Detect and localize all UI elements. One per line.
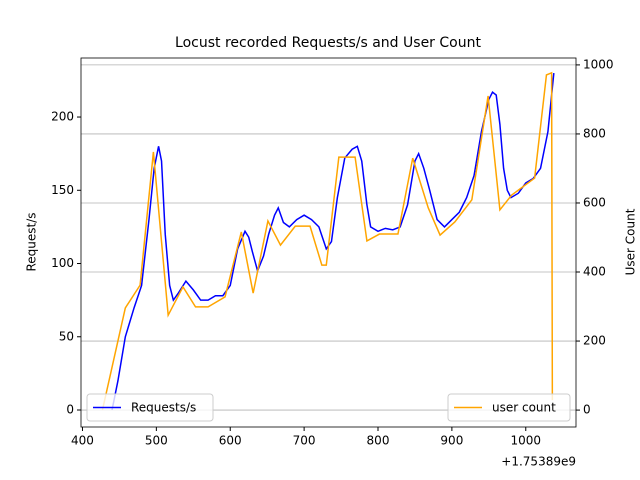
x-tick-label: 600 xyxy=(219,434,242,448)
x-tick-label: 900 xyxy=(440,434,463,448)
series-line xyxy=(101,71,554,411)
legend-label: Requests/s xyxy=(131,401,196,415)
legend-box xyxy=(86,393,214,422)
legend-label: user count xyxy=(492,401,556,415)
plot-frame xyxy=(80,57,577,428)
legend-box xyxy=(447,393,571,422)
y-axis-label: Request/s xyxy=(25,212,39,271)
y2-tick-label: 0 xyxy=(583,403,591,417)
y2-tick-label: 800 xyxy=(583,126,606,140)
y2-tick-label: 400 xyxy=(583,265,606,279)
y-tick-label: 100 xyxy=(51,256,74,270)
chart-title: Locust recorded Requests/s and User Coun… xyxy=(175,35,481,51)
y2-tick-label: 600 xyxy=(583,195,606,209)
x-tick-label: 1000 xyxy=(510,434,541,448)
y2-axis-label: User Count xyxy=(624,208,638,275)
y2-tick-label: 1000 xyxy=(583,57,614,71)
series-line xyxy=(111,73,555,411)
x-tick-label: 400 xyxy=(71,434,94,448)
y-tick-label: 200 xyxy=(51,110,74,124)
x-tick-label: 700 xyxy=(293,434,316,448)
y2-tick-label: 200 xyxy=(583,334,606,348)
y-tick-label: 150 xyxy=(51,183,74,197)
y-tick-label: 50 xyxy=(59,329,74,343)
x-tick-label: 800 xyxy=(367,434,390,448)
x-offset-label: +1.75389e9 xyxy=(501,455,576,469)
x-tick-label: 500 xyxy=(145,434,168,448)
y-tick-label: 0 xyxy=(66,403,74,417)
